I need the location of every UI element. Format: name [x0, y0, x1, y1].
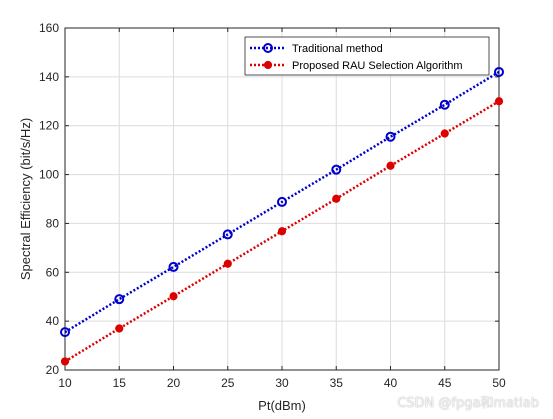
data-point	[222, 229, 233, 240]
y-tick-label: 20	[46, 363, 60, 377]
series-0	[60, 66, 504, 338]
data-point	[494, 66, 504, 77]
y-tick-label: 80	[46, 216, 60, 230]
legend-label-traditional: Traditional method	[292, 43, 383, 55]
grid-lines	[64, 27, 500, 371]
x-tick-label: 40	[384, 376, 398, 390]
y-tick-label: 160	[39, 21, 59, 35]
y-tick-label: 100	[39, 168, 59, 182]
watermark: CSDN @fpga和matlab	[397, 396, 539, 411]
y-axis-label: Spectral Efficiency (bit/s/Hz)	[18, 118, 33, 280]
data-point	[494, 97, 504, 106]
x-tick-label: 15	[113, 376, 127, 390]
x-tick-label: 45	[438, 376, 452, 390]
data-point	[277, 196, 287, 207]
data-point	[169, 292, 178, 301]
y-tick-label: 140	[39, 70, 59, 84]
series-1	[60, 97, 504, 366]
x-tick-label: 20	[167, 376, 181, 390]
data-point	[385, 131, 396, 142]
data-point	[60, 327, 70, 338]
data-point	[439, 99, 450, 110]
data-point	[331, 164, 342, 175]
x-tick-label: 25	[221, 376, 235, 390]
y-tick-label: 60	[46, 265, 60, 279]
data-point	[60, 357, 70, 366]
legend-marker-traditional	[263, 43, 273, 53]
axis-ticks: 10 15 20 25 30 35 40 45 50 20 40 60 80 100 120 140 160	[39, 21, 506, 390]
data-point	[386, 161, 395, 170]
series-line	[64, 70, 500, 334]
y-tick-label: 120	[39, 119, 59, 133]
x-tick-label: 35	[330, 376, 344, 390]
x-axis-label: Pt(dBm)	[258, 398, 306, 413]
data-point	[440, 129, 449, 138]
data-point	[114, 294, 125, 305]
data-point	[168, 261, 179, 272]
legend-label-proposed: Proposed RAU Selection Algorithm	[292, 60, 463, 72]
x-tick-label: 30	[275, 376, 289, 390]
legend: Traditional method Proposed RAU Selectio…	[244, 36, 490, 76]
series-layer	[60, 66, 504, 366]
x-tick-label: 10	[58, 376, 72, 390]
data-point	[332, 194, 341, 203]
data-point	[115, 324, 124, 333]
legend-marker-proposed	[263, 60, 273, 70]
data-point	[277, 227, 287, 236]
y-tick-label: 40	[46, 314, 60, 328]
legend-box	[244, 36, 490, 76]
x-tick-label: 50	[492, 376, 506, 390]
data-point	[223, 259, 232, 268]
